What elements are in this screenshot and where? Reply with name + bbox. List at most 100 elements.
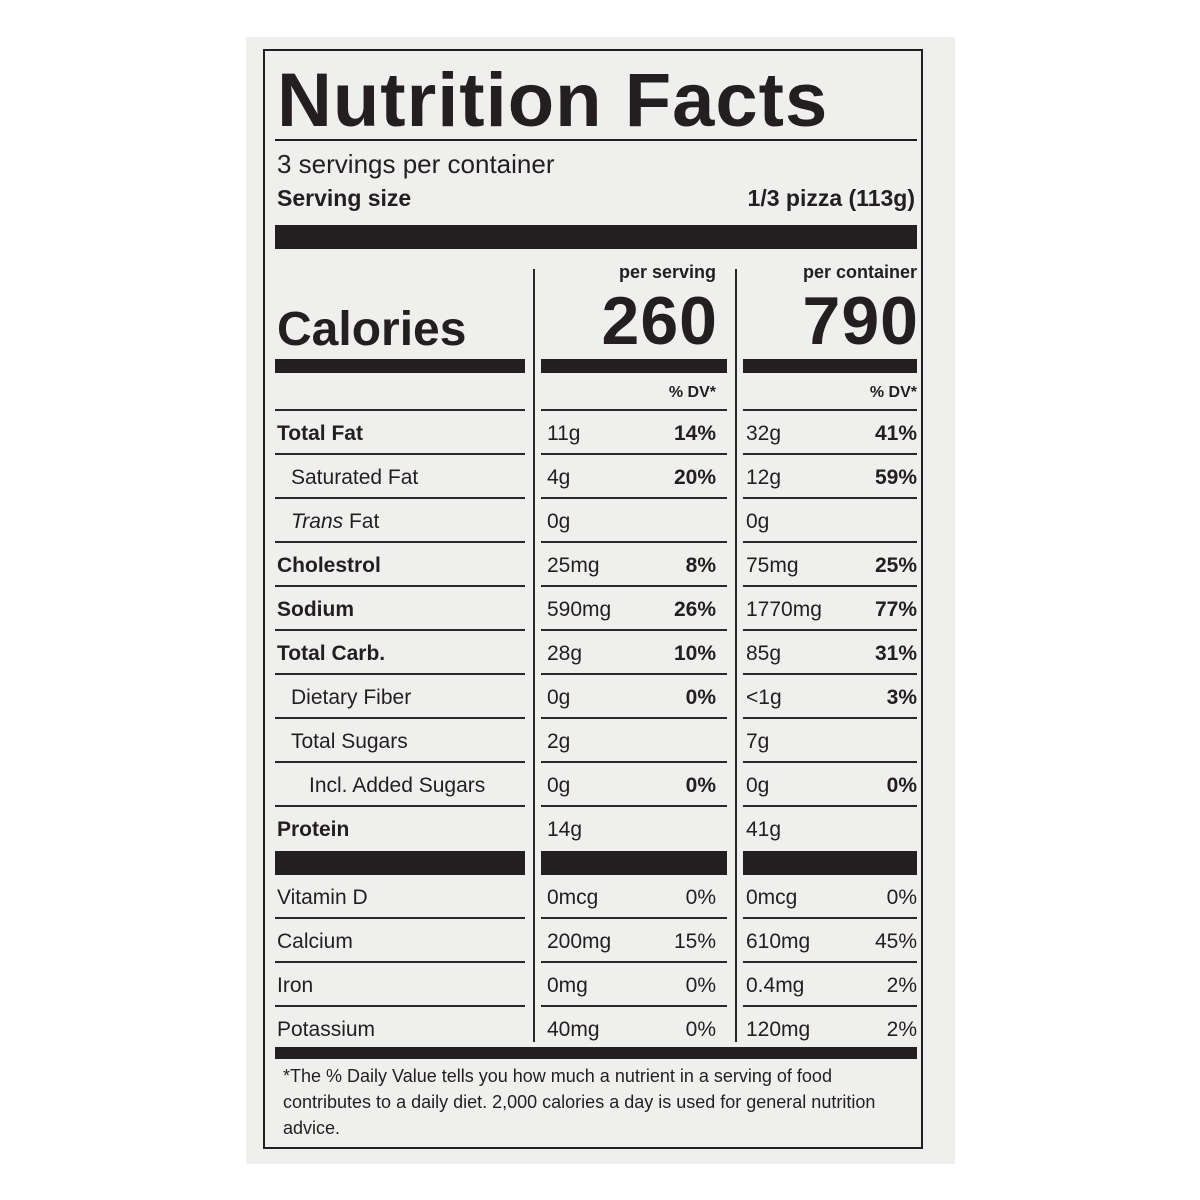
serving-amount: 4g bbox=[547, 466, 571, 489]
serving-amount: 40mg bbox=[547, 1018, 600, 1041]
dv-header-serving: % DV* bbox=[668, 384, 716, 401]
serving-size-label: Serving size bbox=[277, 185, 412, 211]
serving-dv: 14% bbox=[673, 422, 716, 445]
container-amount: 41g bbox=[746, 818, 782, 841]
label-title: Nutrition Facts bbox=[277, 58, 829, 143]
row-divider-mid bbox=[541, 961, 727, 963]
row-divider-right bbox=[743, 497, 917, 499]
serving-dv: 10% bbox=[673, 642, 716, 665]
container-dv: 77% bbox=[874, 598, 917, 621]
vitamin-name: Potassium bbox=[277, 1018, 376, 1041]
row-divider-right bbox=[743, 585, 917, 587]
row-divider-left bbox=[275, 717, 525, 719]
container-amount: 32g bbox=[746, 422, 782, 445]
serving-size-value: 1/3 pizza (113g) bbox=[747, 185, 915, 211]
row-divider-left bbox=[275, 541, 525, 543]
nutrient-name: Total Fat bbox=[277, 422, 363, 445]
vitamin-bar-left bbox=[275, 851, 525, 875]
row-divider-mid bbox=[541, 1005, 727, 1007]
row-divider-left bbox=[275, 961, 525, 963]
calories-bar-left bbox=[275, 359, 525, 373]
container-amount: 12g bbox=[746, 466, 782, 489]
container-dv: 41% bbox=[874, 422, 917, 445]
container-dv: 25% bbox=[874, 554, 917, 577]
row-divider-left bbox=[275, 497, 525, 499]
nutrient-name: Cholestrol bbox=[277, 554, 381, 577]
calories-bar-mid bbox=[541, 359, 727, 373]
serving-amount: 0mcg bbox=[547, 886, 599, 909]
column-divider-2 bbox=[735, 269, 737, 1042]
row-divider-mid bbox=[541, 629, 727, 631]
vitamin-name: Vitamin D bbox=[277, 886, 368, 909]
thick-divider-bottom bbox=[275, 1047, 917, 1059]
row-divider-right bbox=[743, 917, 917, 919]
serving-amount: 590mg bbox=[547, 598, 612, 621]
servings-per-container: 3 servings per container bbox=[277, 149, 555, 179]
serving-dv: 8% bbox=[685, 554, 716, 577]
row-divider-mid bbox=[541, 453, 727, 455]
per-serving-header: per serving bbox=[618, 262, 716, 282]
serving-amount: 0g bbox=[547, 510, 571, 533]
serving-amount: 0g bbox=[547, 686, 571, 709]
row-divider-right bbox=[743, 409, 917, 411]
container-amount: 7g bbox=[746, 730, 770, 753]
footnote: *The % Daily Value tells you how much a … bbox=[283, 1066, 876, 1138]
row-divider-right bbox=[743, 453, 917, 455]
serving-amount: 28g bbox=[547, 642, 583, 665]
row-divider-mid bbox=[541, 541, 727, 543]
container-dv: 0% bbox=[886, 886, 917, 909]
vitamin-name: Iron bbox=[277, 974, 314, 997]
row-divider-mid bbox=[541, 409, 727, 411]
serving-dv: 0% bbox=[685, 886, 716, 909]
container-amount: 610mg bbox=[746, 930, 811, 953]
row-divider-right bbox=[743, 1005, 917, 1007]
serving-dv: 15% bbox=[673, 930, 716, 953]
container-amount: 120mg bbox=[746, 1018, 811, 1041]
row-divider-right bbox=[743, 717, 917, 719]
vitamin-bar-mid bbox=[541, 851, 727, 875]
serving-amount: 200mg bbox=[547, 930, 612, 953]
row-divider-left bbox=[275, 805, 525, 807]
calories-per-container: 790 bbox=[802, 283, 919, 359]
row-divider-mid bbox=[541, 673, 727, 675]
calories-label: Calories bbox=[277, 303, 467, 356]
nutrient-name-italic: Trans bbox=[291, 510, 344, 533]
serving-amount: 0g bbox=[547, 774, 571, 797]
title-divider bbox=[275, 139, 917, 141]
nutrient-name: Protein bbox=[277, 818, 350, 841]
serving-amount: 14g bbox=[547, 818, 583, 841]
serving-amount: 11g bbox=[547, 422, 581, 445]
nutrition-facts-label: Nutrition Facts 3 servings per container… bbox=[263, 49, 923, 1149]
container-amount: 0.4mg bbox=[746, 974, 805, 997]
row-divider-mid bbox=[541, 917, 727, 919]
column-divider-1 bbox=[533, 269, 535, 1042]
row-divider-mid bbox=[541, 717, 727, 719]
row-divider-left bbox=[275, 673, 525, 675]
container-dv: 3% bbox=[886, 686, 917, 709]
calories-per-serving: 260 bbox=[601, 283, 718, 359]
row-divider-right bbox=[743, 961, 917, 963]
container-amount: <1g bbox=[746, 686, 782, 709]
calories-bar-right bbox=[743, 359, 917, 373]
row-divider-right bbox=[743, 541, 917, 543]
row-divider-left bbox=[275, 1005, 525, 1007]
row-divider-right bbox=[743, 629, 917, 631]
nutrient-name: Dietary Fiber bbox=[291, 686, 412, 709]
row-divider-left bbox=[275, 453, 525, 455]
row-divider-left bbox=[275, 629, 525, 631]
serving-dv: 0% bbox=[685, 686, 716, 709]
nutrient-name: Total Sugars bbox=[291, 730, 408, 753]
row-divider-right bbox=[743, 805, 917, 807]
row-divider-mid bbox=[541, 805, 727, 807]
per-container-header: per container bbox=[802, 262, 917, 282]
row-divider-left bbox=[275, 917, 525, 919]
row-divider-mid bbox=[541, 585, 727, 587]
nutrient-name: Trans Fat bbox=[291, 511, 379, 532]
row-divider-left bbox=[275, 409, 525, 411]
container-dv: 59% bbox=[874, 466, 917, 489]
row-divider-mid bbox=[541, 497, 727, 499]
container-amount: 75mg bbox=[746, 554, 799, 577]
serving-dv: 26% bbox=[673, 598, 716, 621]
nutrient-name: Saturated Fat bbox=[291, 466, 419, 489]
vitamin-name: Calcium bbox=[277, 930, 353, 953]
